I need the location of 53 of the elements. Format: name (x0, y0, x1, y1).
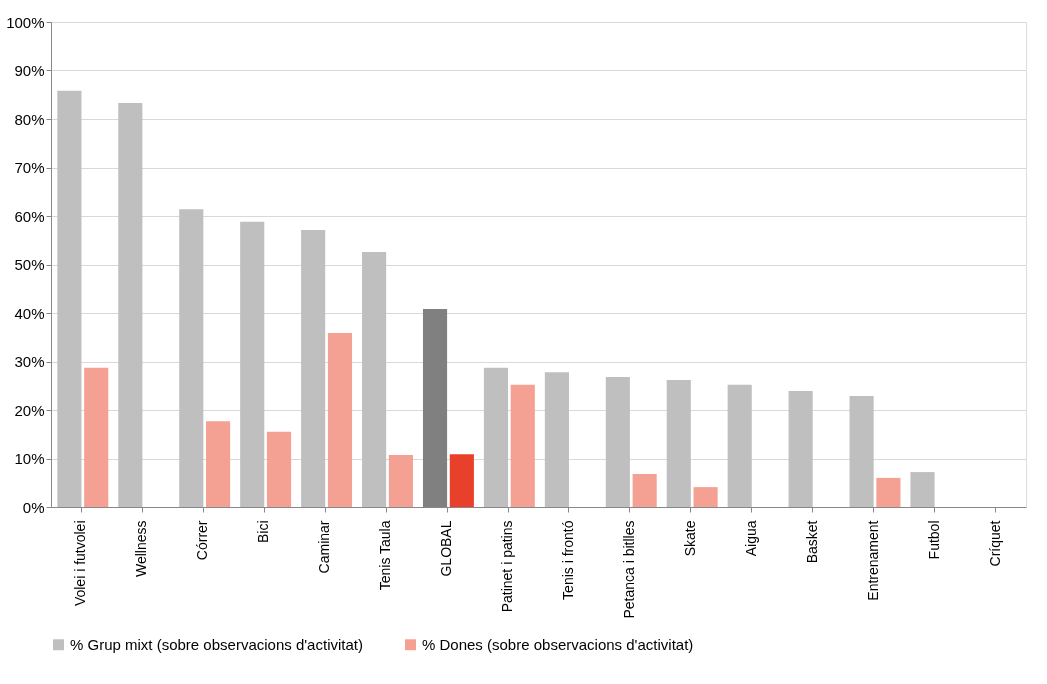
bar (84, 367, 109, 507)
y-tick-label: 20% (14, 401, 45, 419)
bar (876, 477, 901, 507)
bar (301, 230, 326, 507)
bar (910, 472, 935, 507)
bar (388, 455, 413, 507)
y-tick-label: 40% (14, 304, 45, 322)
bar (605, 377, 630, 507)
bar (266, 431, 292, 507)
x-tick-label: Críquet (986, 520, 1003, 567)
y-tick-label: 80% (14, 110, 45, 128)
legend-label: % Grup mixt (sobre observacions d'activitat) (70, 635, 363, 653)
y-tick-label: 30% (14, 353, 45, 370)
x-tick-label: Petanca i bitlles (620, 520, 637, 619)
y-tick-label: 0% (22, 498, 45, 516)
x-tick-label: Skate (681, 520, 698, 557)
bar (57, 90, 82, 507)
bar (632, 474, 657, 507)
x-tick-label: GLOBAL (438, 520, 455, 577)
x-tick-label: Caminar (316, 520, 333, 574)
x-tick-label: Bici (255, 520, 272, 544)
bar (240, 221, 265, 507)
bar (666, 379, 691, 507)
x-tick-label: Córrer (194, 520, 211, 561)
y-tick-label: 10% (14, 450, 45, 467)
y-tick-label: 90% (14, 62, 45, 79)
bar (849, 395, 874, 507)
bar (693, 487, 718, 507)
bar (544, 372, 569, 507)
x-tick-label: Entrenament (864, 520, 881, 601)
x-tick-label: Aigua (742, 520, 759, 557)
bar (510, 384, 535, 507)
legend-label: % Dones (sobre observacions d'activitat) (422, 635, 694, 653)
y-tick-label: 100% (6, 13, 45, 31)
bar (727, 384, 752, 507)
y-tick-label: 60% (14, 207, 45, 225)
x-tick-label: Futbol (925, 520, 942, 560)
x-tick-label: Patinet i patins (499, 520, 516, 613)
bar (118, 103, 143, 507)
bar (179, 209, 204, 507)
x-tick-label: Wellness (133, 520, 150, 578)
y-tick-label: 70% (14, 159, 45, 176)
bar (206, 421, 231, 507)
y-tick-label: 50% (14, 256, 45, 273)
bar (788, 391, 813, 507)
bar (327, 332, 353, 507)
x-tick-label: Tenis Taula (377, 520, 394, 591)
bar (362, 251, 387, 507)
bar (483, 367, 509, 507)
x-tick-label: Volei i futvolei (72, 520, 89, 607)
x-tick-label: Basket (803, 520, 820, 564)
bar (449, 454, 474, 507)
x-tick-label: Tenis i frontó (559, 520, 576, 600)
